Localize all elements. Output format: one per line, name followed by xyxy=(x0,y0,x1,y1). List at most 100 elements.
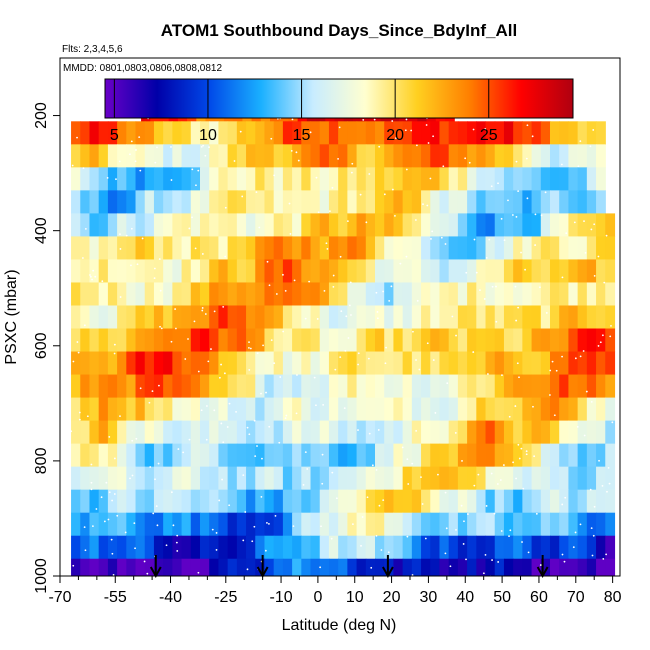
heatmap-cell xyxy=(586,351,597,376)
heatmap-cell xyxy=(531,489,542,514)
heatmap-cell xyxy=(338,489,348,514)
sample-dot xyxy=(496,483,499,485)
heatmap-cell xyxy=(227,167,238,191)
heatmap-cell xyxy=(209,121,220,145)
heatmap-cell xyxy=(264,121,275,145)
heatmap-cell xyxy=(98,489,109,514)
heatmap-cell xyxy=(135,420,146,445)
heatmap-cell xyxy=(172,121,183,145)
heatmap-cell xyxy=(411,144,422,168)
sample-dot xyxy=(260,495,263,498)
sample-dot xyxy=(110,578,112,580)
heatmap-cell xyxy=(393,144,404,168)
heatmap-cell xyxy=(80,167,91,191)
sample-dot xyxy=(340,310,343,313)
heatmap-cell xyxy=(153,259,164,284)
sample-dot xyxy=(224,255,227,258)
sample-dot xyxy=(579,355,582,358)
heatmap-cell xyxy=(550,167,560,191)
heatmap-cell xyxy=(126,512,137,537)
heatmap-cell xyxy=(457,213,468,238)
heatmap-cell xyxy=(292,213,302,238)
sample-dot xyxy=(491,285,494,288)
sample-dot xyxy=(371,464,374,467)
heatmap-cell xyxy=(411,535,422,560)
sample-dot xyxy=(191,168,194,171)
heatmap-cell xyxy=(586,213,597,238)
sample-dot xyxy=(388,300,391,302)
heatmap-cell xyxy=(80,213,91,238)
sample-dot xyxy=(261,457,263,460)
heatmap-cell xyxy=(255,443,266,468)
heatmap-cell xyxy=(605,374,616,399)
sample-dot xyxy=(176,550,179,552)
heatmap-cell xyxy=(384,558,395,576)
heatmap-cell xyxy=(559,144,570,168)
sample-dot xyxy=(601,334,604,337)
sample-dot xyxy=(593,223,596,226)
heatmap-cell xyxy=(568,443,579,468)
sample-dot xyxy=(222,441,225,444)
heatmap-cell xyxy=(503,466,514,491)
heatmap-cell xyxy=(531,213,542,238)
heatmap-cell xyxy=(181,420,192,445)
sample-dot xyxy=(76,136,78,139)
heatmap-cell xyxy=(365,167,376,191)
heatmap-cell xyxy=(301,121,312,145)
heatmap-cell xyxy=(126,443,137,468)
sample-dot xyxy=(270,339,273,342)
heatmap-cell xyxy=(273,236,284,261)
heatmap-cell xyxy=(457,374,468,399)
sample-dot xyxy=(526,124,529,127)
heatmap-cell xyxy=(200,397,210,422)
heatmap-cell xyxy=(411,351,422,376)
sample-dot xyxy=(241,195,244,198)
heatmap-cell xyxy=(246,236,256,261)
heatmap-cell xyxy=(596,167,606,191)
heatmap-cell xyxy=(485,374,496,399)
heatmap-cell xyxy=(365,190,376,214)
heatmap-cell xyxy=(80,282,91,307)
heatmap-cell xyxy=(568,282,579,307)
sample-dot xyxy=(159,325,161,328)
heatmap-cell xyxy=(586,259,597,284)
heatmap-cell xyxy=(172,512,183,537)
heatmap-cell xyxy=(485,443,496,468)
heatmap-cell xyxy=(347,328,358,353)
heatmap-cell xyxy=(135,535,146,560)
heatmap-cell xyxy=(338,512,348,537)
heatmap-cell xyxy=(319,397,330,422)
sample-dot xyxy=(527,551,530,554)
heatmap-cell xyxy=(375,213,385,238)
sample-dot xyxy=(71,164,74,167)
heatmap-cell xyxy=(200,351,210,376)
sample-dot xyxy=(500,217,503,220)
heatmap-cell xyxy=(218,259,229,284)
sample-dot xyxy=(427,142,430,144)
heatmap-cell xyxy=(209,236,220,261)
heatmap-cell xyxy=(264,328,275,353)
sample-dot xyxy=(208,146,210,149)
heatmap-cell xyxy=(246,420,256,445)
sample-dot xyxy=(141,237,144,240)
heatmap-cell xyxy=(577,167,588,191)
heatmap-cell xyxy=(559,374,570,399)
sample-dot xyxy=(339,356,342,359)
heatmap-cell xyxy=(439,328,450,353)
heatmap-cell xyxy=(356,466,367,491)
heatmap-cell xyxy=(89,466,100,491)
heatmap-cell xyxy=(568,397,579,422)
heatmap-cell xyxy=(605,535,616,560)
heatmap-cell xyxy=(513,535,523,560)
heatmap-cell xyxy=(393,489,404,514)
heatmap-cell xyxy=(172,282,183,307)
sample-dot xyxy=(365,221,368,224)
heatmap-cell xyxy=(190,144,201,168)
heatmap-cell xyxy=(503,558,514,576)
heatmap-cell xyxy=(596,305,606,330)
heatmap-cell xyxy=(347,259,358,284)
heatmap-cell xyxy=(117,167,127,191)
heatmap-cell xyxy=(338,466,348,491)
heatmap-cell xyxy=(273,167,284,191)
heatmap-cell xyxy=(605,236,616,261)
